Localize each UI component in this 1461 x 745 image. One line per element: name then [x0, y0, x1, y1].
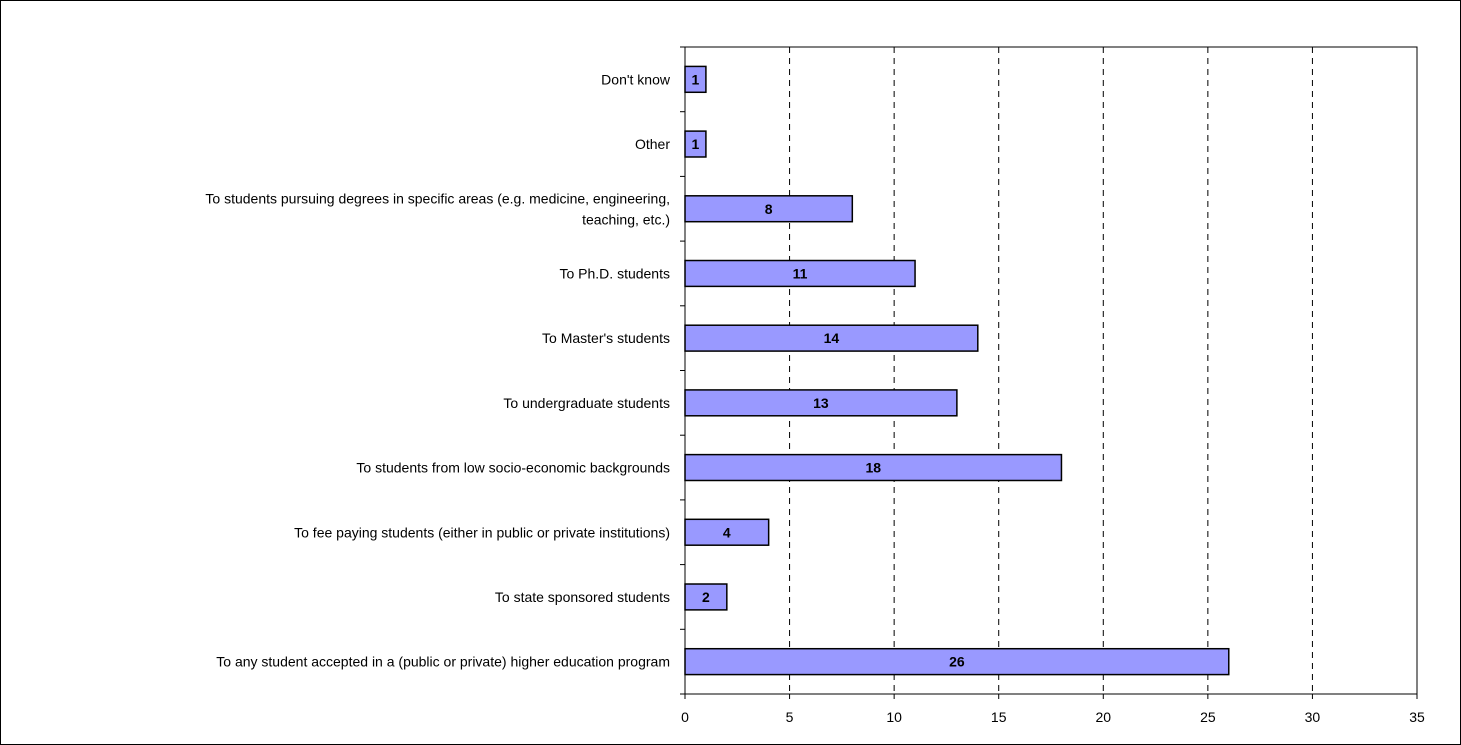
plot-area	[684, 46, 1418, 695]
category-label: To any student accepted in a (public or …	[216, 654, 670, 670]
grid-lines	[789, 47, 1313, 694]
category-label: Other	[635, 136, 670, 152]
x-tick-label: 10	[886, 709, 902, 725]
category-label: To students from low socio-economic back…	[356, 460, 670, 476]
x-tick-label: 5	[786, 709, 794, 725]
category-labels: Don't know Other To students pursuing degr…	[205, 46, 685, 695]
bar	[684, 195, 854, 223]
bar	[684, 647, 1230, 676]
category-label: To fee paying students (either in public…	[294, 524, 670, 540]
bar	[684, 65, 707, 94]
bar	[684, 259, 916, 288]
data-label: 4	[723, 524, 731, 540]
data-label: 14	[824, 330, 840, 346]
data-label: 8	[765, 201, 773, 217]
bar	[684, 389, 958, 417]
category-label: To students pursuing degrees in specific…	[205, 190, 670, 206]
x-tick-label: 15	[991, 709, 1007, 725]
data-label: 2	[702, 589, 710, 605]
x-tick-label: 20	[1095, 709, 1111, 725]
data-label: 1	[692, 71, 700, 87]
bar	[684, 130, 707, 158]
category-label: To Ph.D. students	[559, 265, 670, 281]
x-tick-label: 30	[1305, 709, 1321, 725]
data-label: 26	[949, 654, 965, 670]
x-tick-label: 0	[681, 709, 689, 725]
category-label: To undergraduate students	[503, 395, 670, 411]
bar	[684, 324, 979, 352]
data-label: 1	[692, 136, 700, 152]
data-label: 18	[865, 460, 881, 476]
x-axis-ticks: 0 5 10 15 20 25 30 35	[681, 694, 1425, 725]
category-label: To Master's students	[542, 330, 670, 346]
category-label: To state sponsored students	[495, 589, 670, 605]
category-label: teaching, etc.)	[582, 211, 670, 227]
bar	[684, 518, 770, 546]
category-label: Don't know	[601, 71, 671, 87]
bar	[684, 583, 728, 611]
bar	[684, 453, 1063, 482]
x-tick-label: 35	[1409, 709, 1425, 725]
data-label: 11	[793, 265, 808, 281]
data-label: 13	[813, 395, 829, 411]
x-tick-label: 25	[1200, 709, 1216, 725]
